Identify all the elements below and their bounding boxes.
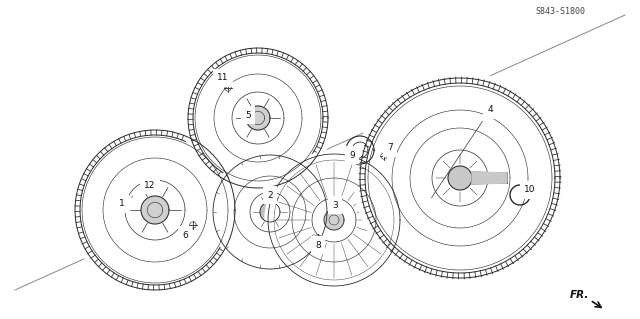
Text: 5: 5 xyxy=(245,110,252,120)
Polygon shape xyxy=(70,125,240,295)
Text: S843-S1800: S843-S1800 xyxy=(535,8,585,17)
Text: 9: 9 xyxy=(349,151,356,160)
Text: 3: 3 xyxy=(332,201,338,210)
Polygon shape xyxy=(354,72,566,284)
Polygon shape xyxy=(324,210,344,230)
Text: 12: 12 xyxy=(144,180,156,189)
Text: 1: 1 xyxy=(119,197,132,209)
Polygon shape xyxy=(246,106,270,130)
Text: 10: 10 xyxy=(524,186,536,195)
Text: 4: 4 xyxy=(431,106,493,198)
Text: FR.: FR. xyxy=(570,290,589,300)
Polygon shape xyxy=(210,152,330,272)
Polygon shape xyxy=(141,196,169,224)
Polygon shape xyxy=(472,172,507,184)
Polygon shape xyxy=(260,202,280,222)
Text: 6: 6 xyxy=(182,230,188,240)
Polygon shape xyxy=(183,43,333,193)
Text: 11: 11 xyxy=(217,73,228,83)
Polygon shape xyxy=(448,166,472,190)
Text: 2: 2 xyxy=(267,190,273,199)
Text: 7: 7 xyxy=(385,144,393,152)
Polygon shape xyxy=(265,151,403,289)
Text: 8: 8 xyxy=(315,241,321,249)
